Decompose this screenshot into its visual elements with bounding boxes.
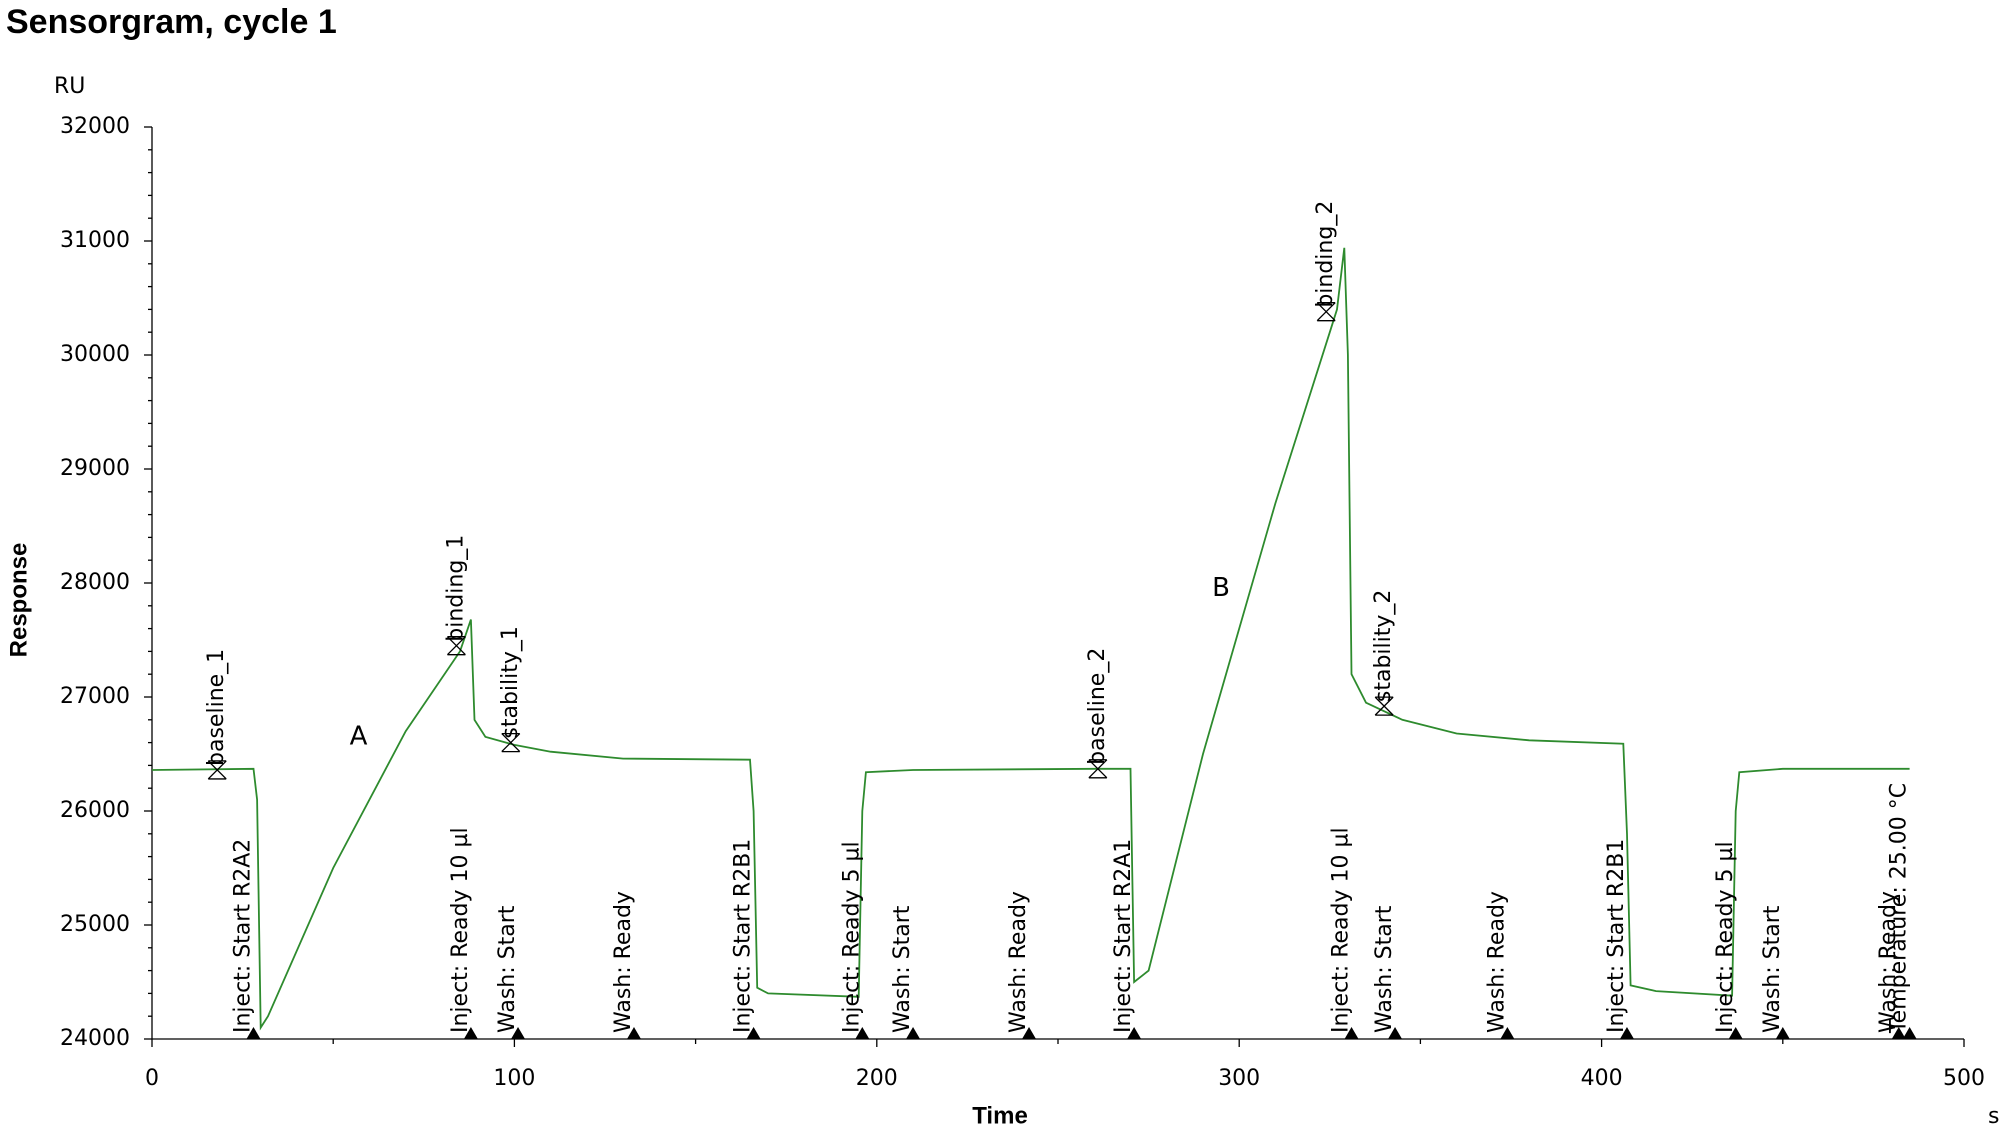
event-marker: [463, 1027, 478, 1039]
event-label: Temperature: 25.00 °C: [1887, 783, 1912, 1034]
event-marker: [1344, 1027, 1359, 1039]
event-label: Wash: Ready: [1876, 891, 1901, 1033]
y-tick-label: 26000: [60, 798, 130, 823]
x-tick-label: 500: [1943, 1066, 1985, 1091]
x-tick-label: 0: [145, 1066, 159, 1091]
report-point: [501, 732, 521, 753]
event-marker: [1891, 1027, 1906, 1039]
x-tick-label: 400: [1581, 1066, 1623, 1091]
event-label: Wash: Ready: [1006, 891, 1031, 1033]
report-point: [207, 760, 227, 780]
x-axis-label: Time: [972, 1102, 1028, 1129]
event-marker: [1500, 1027, 1515, 1039]
y-axis-label: Response: [5, 543, 32, 658]
event-marker: [626, 1027, 641, 1039]
y-tick-label: 24000: [60, 1026, 130, 1051]
event-label: Inject: Ready 5 µl: [839, 841, 864, 1033]
event-marker: [1388, 1027, 1403, 1039]
x-unit: s: [1988, 1104, 1999, 1129]
report-label: baseline_1: [204, 649, 229, 766]
event-label: Inject: Start R2B1: [1604, 839, 1629, 1033]
chart-title: Sensorgram, cycle 1: [6, 3, 337, 41]
report-label: stability_1: [498, 626, 523, 739]
y-unit: RU: [54, 74, 85, 99]
event-label: Inject: Ready 5 µl: [1713, 841, 1738, 1033]
report-label: baseline_2: [1085, 648, 1110, 765]
event-label: Wash: Start: [1372, 905, 1397, 1033]
y-tick-label: 30000: [60, 342, 130, 367]
region-label: A: [350, 721, 368, 751]
event-label: Inject: Start R2A1: [1111, 839, 1136, 1033]
x-tick-label: 200: [856, 1066, 898, 1091]
y-tick-label: 25000: [60, 912, 130, 937]
event-marker: [1902, 1027, 1917, 1039]
event-marker: [1127, 1027, 1142, 1039]
event-label: Wash: Ready: [611, 891, 636, 1033]
event-marker: [1775, 1027, 1790, 1039]
axes: [151, 127, 1964, 1040]
event-marker: [246, 1027, 261, 1039]
x-tick-label: 300: [1218, 1066, 1260, 1091]
report-label: binding_2: [1313, 201, 1338, 308]
event-marker: [1619, 1027, 1634, 1039]
report-point: [1374, 696, 1394, 716]
event-label: Inject: Ready 10 µl: [448, 827, 473, 1033]
report-label: binding_1: [443, 535, 468, 642]
event-label: Inject: Start R2B1: [731, 839, 756, 1033]
event-label: Inject: Start R2A2: [231, 839, 256, 1033]
region-label: B: [1212, 573, 1230, 603]
event-marker: [855, 1027, 870, 1039]
event-marker: [906, 1027, 921, 1039]
event-label: Wash: Start: [495, 905, 520, 1033]
event-label: Inject: Ready 10 µl: [1329, 827, 1354, 1033]
event-label: Wash: Start: [1760, 905, 1785, 1033]
x-tick-label: 100: [493, 1066, 535, 1091]
report-point: [1088, 759, 1108, 779]
report-label: stability_2: [1371, 590, 1396, 703]
y-tick-label: 27000: [60, 684, 130, 709]
event-marker: [1022, 1027, 1037, 1039]
event-label: Wash: Ready: [1484, 891, 1509, 1033]
event-label: Wash: Start: [890, 905, 915, 1033]
y-tick-label: 29000: [60, 456, 130, 481]
report-point: [1316, 302, 1336, 322]
event-marker: [1728, 1027, 1743, 1039]
y-tick-label: 31000: [60, 228, 130, 253]
event-marker: [511, 1027, 526, 1039]
sensorgram-line: [151, 247, 1910, 1031]
y-tick-label: 28000: [60, 570, 130, 595]
y-tick-label: 32000: [60, 114, 130, 139]
report-point: [446, 636, 466, 656]
event-marker: [746, 1027, 761, 1039]
